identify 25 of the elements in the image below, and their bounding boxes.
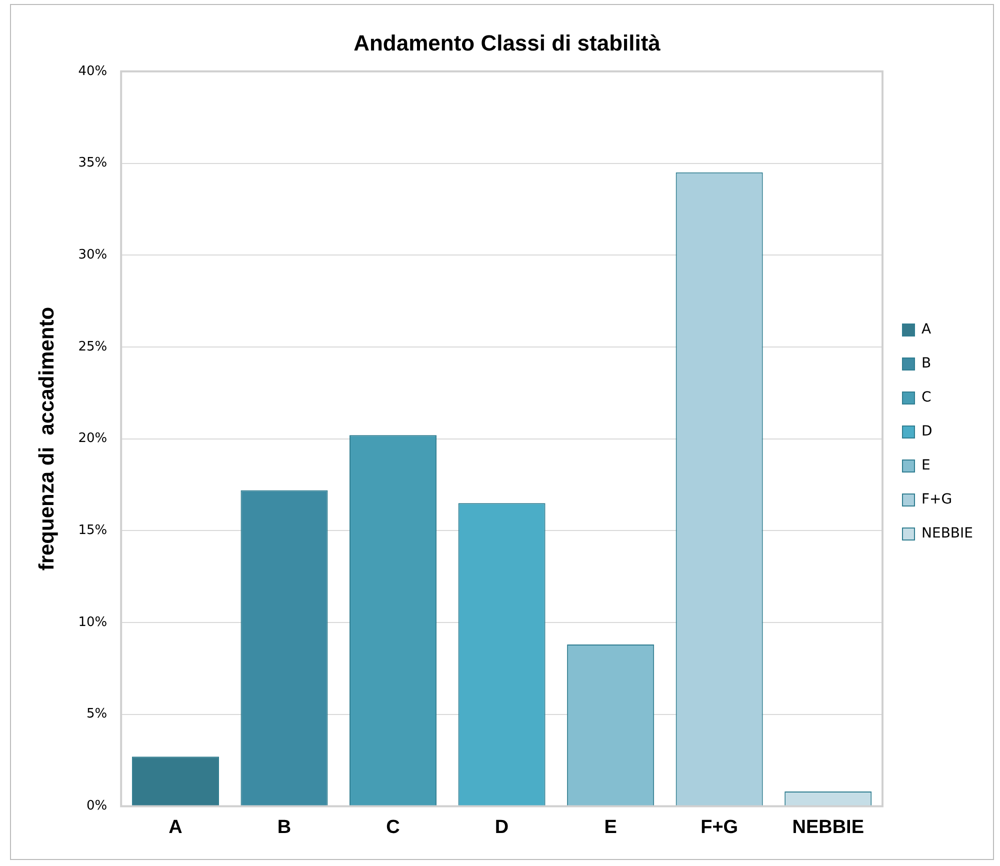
- y-tick-label: 30%: [78, 247, 108, 262]
- x-tick-label: C: [386, 816, 400, 838]
- y-tick-label: 10%: [78, 614, 108, 630]
- y-tick-label: 35%: [78, 156, 108, 171]
- legend-label: C: [922, 390, 932, 406]
- y-tick-label: 40%: [78, 64, 108, 79]
- legend-label: F+G: [922, 492, 952, 508]
- legend-label: NEBBIE: [922, 526, 974, 542]
- x-tick-label: NEBBIE: [792, 816, 864, 838]
- y-tick-label: 20%: [78, 431, 108, 446]
- legend-label: E: [922, 458, 930, 474]
- legend-label: D: [922, 424, 932, 440]
- x-tick-label: D: [494, 816, 509, 838]
- legend-label: A: [922, 322, 932, 338]
- x-tick-label: F+G: [700, 816, 738, 838]
- y-tick-label: 5%: [86, 706, 108, 722]
- y-axis-title: frequenza di accadimento: [35, 306, 58, 571]
- y-tick-label: 25%: [78, 339, 108, 354]
- x-tick-label: A: [168, 816, 183, 838]
- chart-title: Andamento Classi di stabilità: [354, 30, 662, 56]
- legend-label: B: [922, 356, 932, 372]
- y-tick-label: 15%: [78, 523, 108, 538]
- x-tick-label: B: [277, 816, 292, 838]
- x-tick-label: E: [604, 816, 617, 838]
- y-tick-label: 0%: [86, 798, 108, 814]
